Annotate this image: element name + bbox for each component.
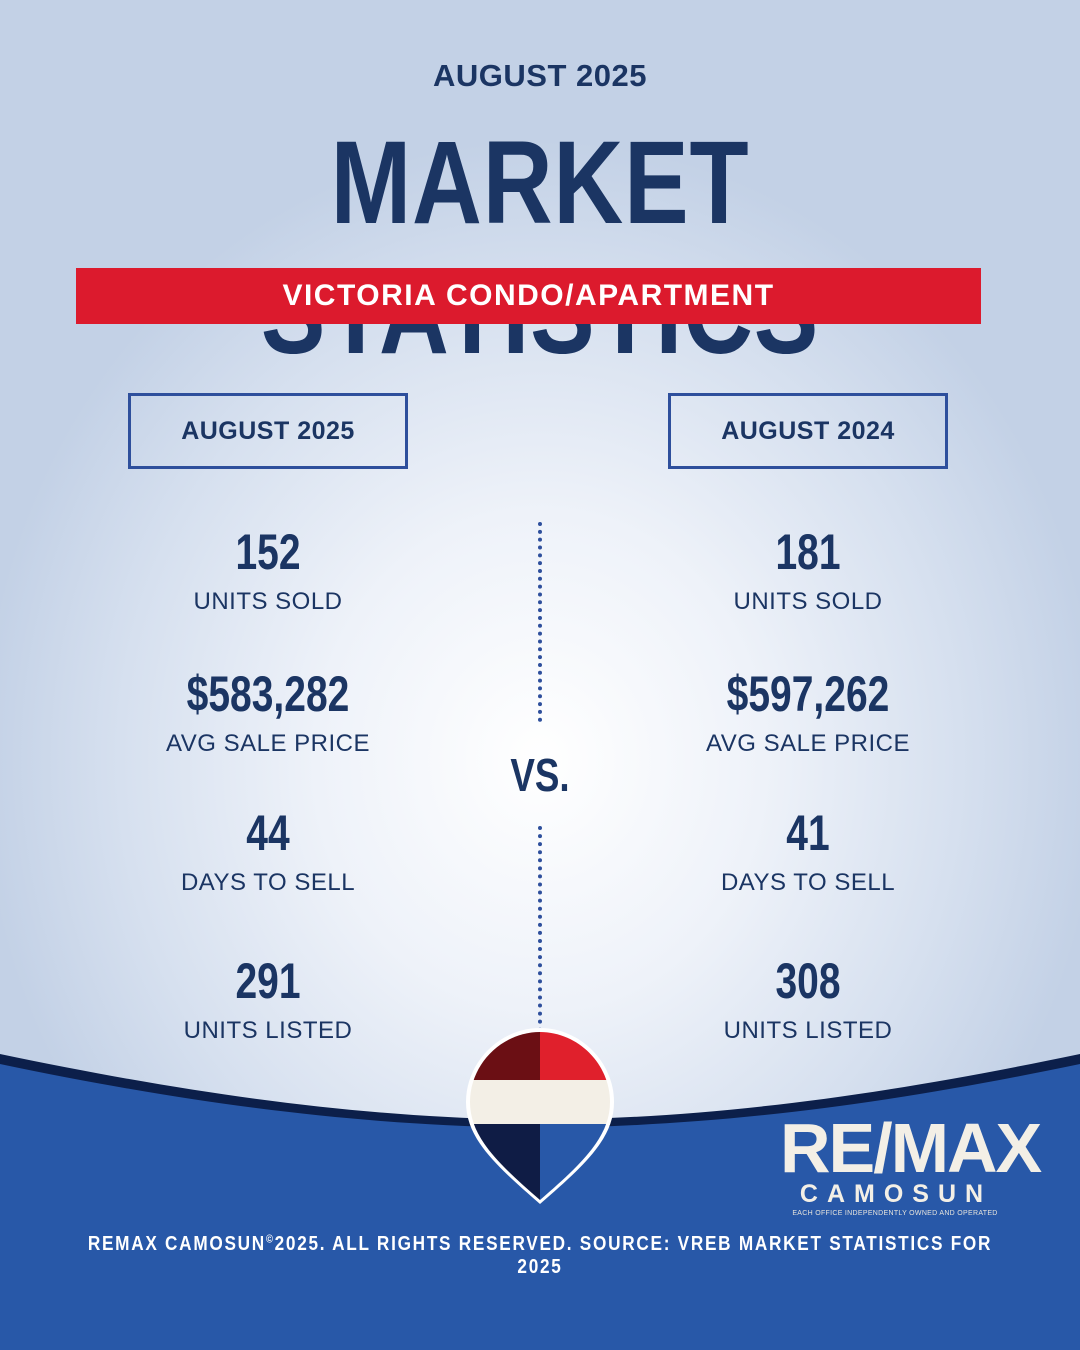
stat-label: AVG SALE PRICE — [166, 730, 370, 757]
stat-avg-price-previous: $597,262 AVG SALE PRICE — [608, 666, 1008, 758]
stat-units-sold-current: 152 UNITS SOLD — [68, 524, 468, 616]
period-current: AUGUST 2025 — [128, 393, 408, 469]
period-previous: AUGUST 2024 — [668, 393, 948, 469]
stat-label: DAYS TO SELL — [180, 869, 356, 896]
stat-label: UNITS SOLD — [193, 588, 343, 615]
stat-value: 41 — [786, 805, 830, 861]
logo-tagline: EACH OFFICE INDEPENDENTLY OWNED AND OPER… — [792, 1210, 998, 1217]
stat-label: UNITS LISTED — [723, 1017, 893, 1044]
report-month: AUGUST 2025 — [433, 58, 647, 93]
stat-value: 308 — [775, 953, 841, 1009]
footer-source: 2025. ALL RIGHTS RESERVED. SOURCE: VREB … — [274, 1233, 993, 1278]
stat-value: $583,282 — [186, 666, 350, 722]
stat-avg-price-current: $583,282 AVG SALE PRICE — [68, 666, 468, 758]
balloon-icon — [466, 1028, 614, 1204]
stat-label: UNITS SOLD — [733, 588, 883, 615]
stat-label: DAYS TO SELL — [720, 869, 896, 896]
office-name: CAMOSUN — [799, 1180, 993, 1208]
category-label: VICTORIA CONDO/APARTMENT — [282, 279, 775, 312]
remax-logo: RE/MAX — [780, 1109, 1042, 1187]
stat-label: UNITS LISTED — [183, 1017, 353, 1044]
stat-label: AVG SALE PRICE — [706, 730, 910, 757]
divider-top — [538, 522, 542, 722]
vs-label: VS. — [510, 749, 570, 801]
category-banner: VICTORIA CONDO/APARTMENT — [76, 268, 981, 324]
stat-units-sold-previous: 181 UNITS SOLD — [608, 524, 1008, 616]
stat-value: 44 — [246, 805, 290, 861]
page-title: MARKET STATISTICS — [261, 117, 818, 378]
stat-days-to-sell-current: 44 DAYS TO SELL — [68, 805, 468, 897]
stat-days-to-sell-previous: 41 DAYS TO SELL — [608, 805, 1008, 897]
stat-units-listed-previous: 308 UNITS LISTED — [608, 953, 1008, 1045]
copyright-footer: REMAX CAMOSUN©2025. ALL RIGHTS RESERVED.… — [76, 1233, 1005, 1279]
divider-bottom — [538, 826, 542, 1032]
stat-value: 152 — [235, 524, 301, 580]
stat-value: $597,262 — [726, 666, 890, 722]
copyright-mark: © — [265, 1233, 275, 1246]
stat-units-listed-current: 291 UNITS LISTED — [68, 953, 468, 1045]
footer-brand: REMAX CAMOSUN — [87, 1233, 266, 1255]
stat-value: 291 — [235, 953, 301, 1009]
stat-value: 181 — [775, 524, 841, 580]
